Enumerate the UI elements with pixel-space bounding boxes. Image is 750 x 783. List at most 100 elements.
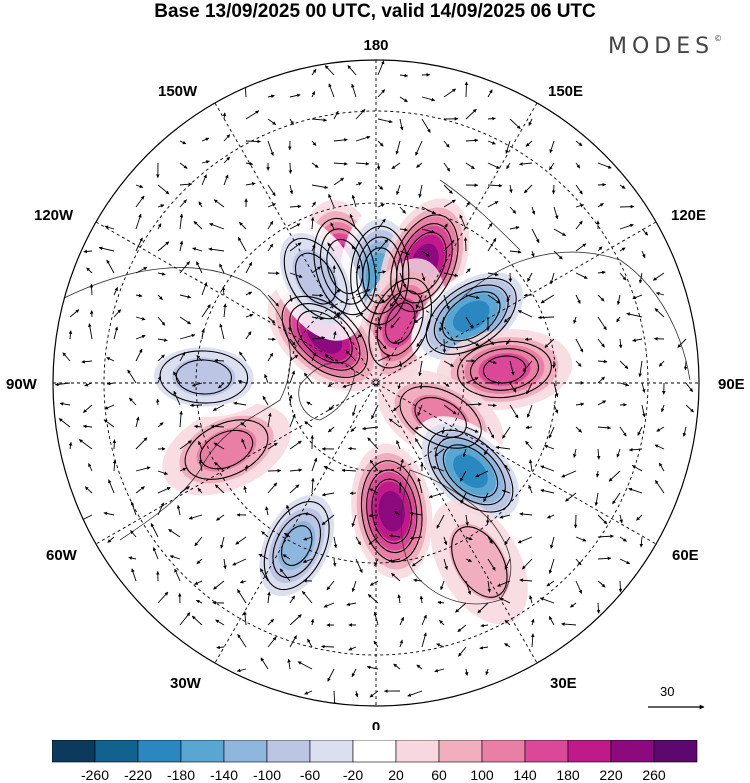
lon-label-90e: 90E [718, 376, 745, 393]
wind-arrow [197, 487, 203, 494]
wind-arrow [376, 162, 381, 171]
wind-arrow [638, 272, 643, 284]
wind-arrow [660, 404, 665, 413]
wind-arrow [597, 162, 612, 169]
wind-arrow [233, 401, 247, 406]
colorbar-swatch [94, 740, 139, 763]
wind-arrow [597, 202, 604, 208]
wind-arrow [485, 668, 489, 676]
wind-arrow [487, 558, 496, 571]
wind-arrow [214, 358, 225, 363]
wind-arrow [112, 439, 117, 450]
wind-arrow [395, 140, 401, 155]
wind-arrow [366, 665, 379, 670]
wind-arrow [597, 359, 608, 364]
contour-ring [280, 525, 313, 566]
wind-arrow [652, 272, 665, 281]
wind-arrow [108, 479, 115, 494]
wind-arrow [245, 291, 253, 296]
wind-arrow [302, 558, 313, 563]
wind-arrow [407, 690, 423, 697]
wind-arrow [638, 360, 643, 378]
wind-arrow [399, 73, 409, 78]
wind-arrow [475, 470, 489, 478]
wind-arrow [245, 313, 254, 318]
wind-arrow [355, 135, 371, 142]
wind-arrow [561, 470, 577, 478]
colorbar: -260 -220 -180 -140 -100 -60 -20 20 60 100 140 180 2… [52, 740, 698, 783]
wind-arrow [377, 239, 389, 252]
wind-arrow [264, 373, 269, 384]
wind-arrow [135, 213, 142, 230]
contour-ring [263, 501, 330, 591]
wind-arrow [432, 466, 445, 472]
wind-arrow [267, 184, 276, 197]
wind-arrow [127, 369, 137, 384]
wind-arrow [201, 304, 211, 318]
reference-vector-value: 30 [660, 684, 675, 699]
wind-arrow [341, 468, 357, 473]
lon-label-120w: 120W [34, 207, 74, 224]
wind-arrow [289, 223, 301, 230]
wind-arrow [526, 404, 533, 418]
wind-arrow [597, 400, 607, 406]
wind-arrow [619, 514, 623, 524]
wind-arrow [258, 553, 269, 560]
wind-arrow [259, 568, 269, 582]
wind-arrow [128, 556, 137, 560]
colorbar-swatch [266, 740, 311, 763]
contour-ring [313, 217, 377, 316]
wind-arrow [129, 397, 137, 406]
wind-arrow [553, 250, 563, 260]
contour-ring [442, 291, 501, 342]
wind-arrow [570, 602, 577, 608]
wind-arrow [575, 360, 582, 367]
contour-ring [451, 526, 508, 598]
wind-arrow [307, 638, 313, 648]
wind-arrow [495, 445, 511, 450]
contour-ring [482, 355, 527, 384]
chart-title: Base 13/09/2025 00 UTC, valid 14/09/2025… [154, 1, 596, 22]
wind-arrow [531, 228, 540, 243]
wind-arrow [321, 492, 335, 497]
wind-arrow [355, 161, 370, 166]
lon-label-90w: 90W [6, 376, 38, 393]
wind-arrow [267, 412, 272, 428]
wind-arrow [333, 161, 348, 166]
wind-arrow [303, 536, 313, 541]
wind-arrow [575, 402, 585, 407]
wind-arrow [553, 228, 567, 237]
wind-arrow [399, 250, 410, 256]
wind-arrow [619, 184, 626, 189]
wind-arrow [62, 352, 71, 362]
wind-arrow [658, 462, 665, 472]
wind-arrow [539, 597, 555, 604]
wind-arrow [327, 242, 335, 252]
wind-arrow [198, 459, 203, 472]
wind-arrow [310, 618, 315, 626]
wind-arrow [311, 477, 315, 494]
wind-arrow [201, 328, 205, 340]
wind-arrow [157, 354, 165, 362]
wind-vectors [54, 60, 694, 706]
wind-arrow [596, 448, 601, 460]
wind-arrow [626, 312, 643, 318]
wind-arrow [135, 348, 143, 362]
wind-arrow [439, 620, 445, 626]
wind-arrow [289, 204, 302, 209]
wind-arrow [245, 139, 261, 144]
wind-arrow [174, 568, 181, 582]
wind-arrow [113, 326, 119, 340]
wind-arrow [394, 511, 401, 516]
wind-arrow [421, 96, 436, 102]
wind-arrow [411, 558, 423, 567]
wind-arrow [487, 222, 493, 230]
wind-arrow [462, 448, 467, 458]
contour-ring [272, 513, 322, 579]
wind-arrow [443, 199, 456, 208]
wind-arrow [685, 382, 694, 392]
contour-ring [366, 469, 418, 554]
wind-arrow [323, 602, 335, 608]
contour-ring [402, 231, 447, 295]
wind-arrow [245, 161, 254, 166]
